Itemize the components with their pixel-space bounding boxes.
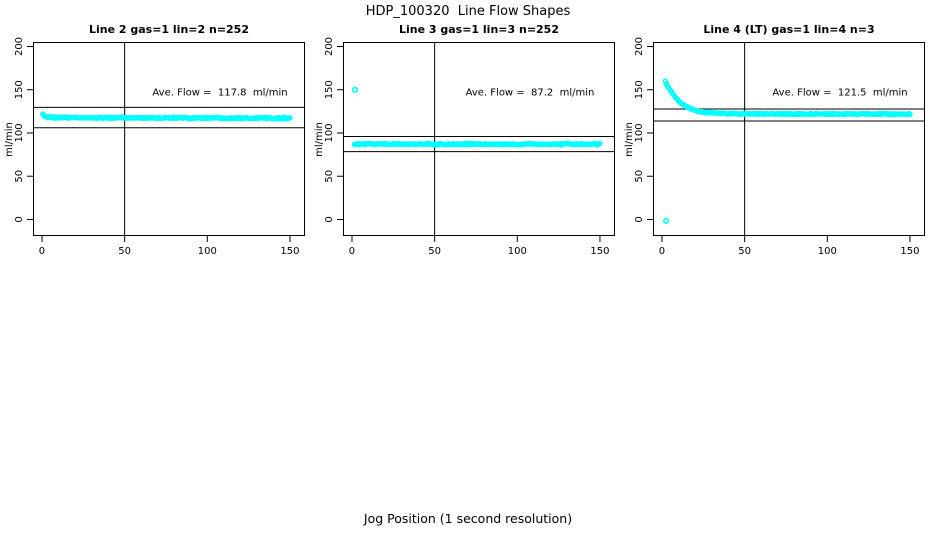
panel-line-4: Line 4 (LT) gas=1 lin=4 n=3 ml/min 0 50 10… [624,23,925,257]
outlier-point [351,86,359,93]
y-tick-label: 150 [324,80,335,99]
data-point [662,78,669,84]
x-tick-label: 50 [118,246,131,257]
x-tick-label: 0 [659,246,665,257]
y-tick-label: 200 [634,37,645,56]
data-point [597,140,603,147]
plot-canvas: 0 50 100 150 0 50 100 150 200 [634,37,925,257]
panel-line-2: Line 2 gas=1 lin=2 n=252 ml/min 0 50 100 15… [4,23,305,257]
plot-frame [33,42,305,236]
plot-frame [653,42,925,236]
panel-title: Line 3 gas=1 lin=3 n=252 [398,23,559,36]
x-tick-label: 100 [508,246,527,257]
x-axis-label: Jog Position (1 second resolution) [363,511,573,526]
data-point [287,115,293,121]
data-point [907,111,913,118]
x-tick-label: 100 [198,246,217,257]
ave-flow-annotation: Ave. Flow = 121.5 ml/min [772,87,908,99]
plot-frame [343,42,615,236]
y-tick-label: 100 [14,123,25,142]
y-tick-label: 0 [634,216,645,222]
y-tick-label: 50 [324,170,335,183]
ave-flow-annotation: Ave. Flow = 87.2 ml/min [465,87,595,99]
x-tick-label: 50 [738,246,751,257]
y-tick-label: 150 [634,80,645,99]
y-tick-label: 100 [634,123,645,142]
panel-line-3: Line 3 gas=1 lin=3 n=252 ml/min 0 50 100 15… [314,23,615,257]
plot-canvas: 0 50 100 150 0 50 100 150 200 [14,37,305,257]
plot-canvas: 0 50 100 150 0 50 100 150 200 [324,37,615,257]
x-tick-label: 150 [900,246,919,257]
x-tick-label: 150 [280,246,299,257]
page-title: HDP_100320 Line Flow Shapes [365,4,571,19]
y-tick-label: 100 [324,123,335,142]
x-tick-label: 50 [428,246,441,257]
x-tick-label: 0 [349,246,355,257]
y-tick-label: 150 [14,80,25,99]
y-tick-label: 0 [324,216,335,222]
x-tick-label: 0 [39,246,45,257]
outlier-point [663,217,670,224]
ave-flow-annotation: Ave. Flow = 117.8 ml/min [152,87,288,99]
y-tick-label: 200 [14,37,25,56]
y-tick-label: 0 [14,216,25,222]
y-tick-label: 200 [324,37,335,56]
y-tick-label: 50 [14,170,25,183]
x-tick-label: 100 [818,246,837,257]
panel-title: Line 4 (LT) gas=1 lin=4 n=3 [703,23,875,36]
panel-title: Line 2 gas=1 lin=2 n=252 [88,23,249,36]
x-tick-label: 150 [590,246,609,257]
y-tick-label: 50 [634,170,645,183]
